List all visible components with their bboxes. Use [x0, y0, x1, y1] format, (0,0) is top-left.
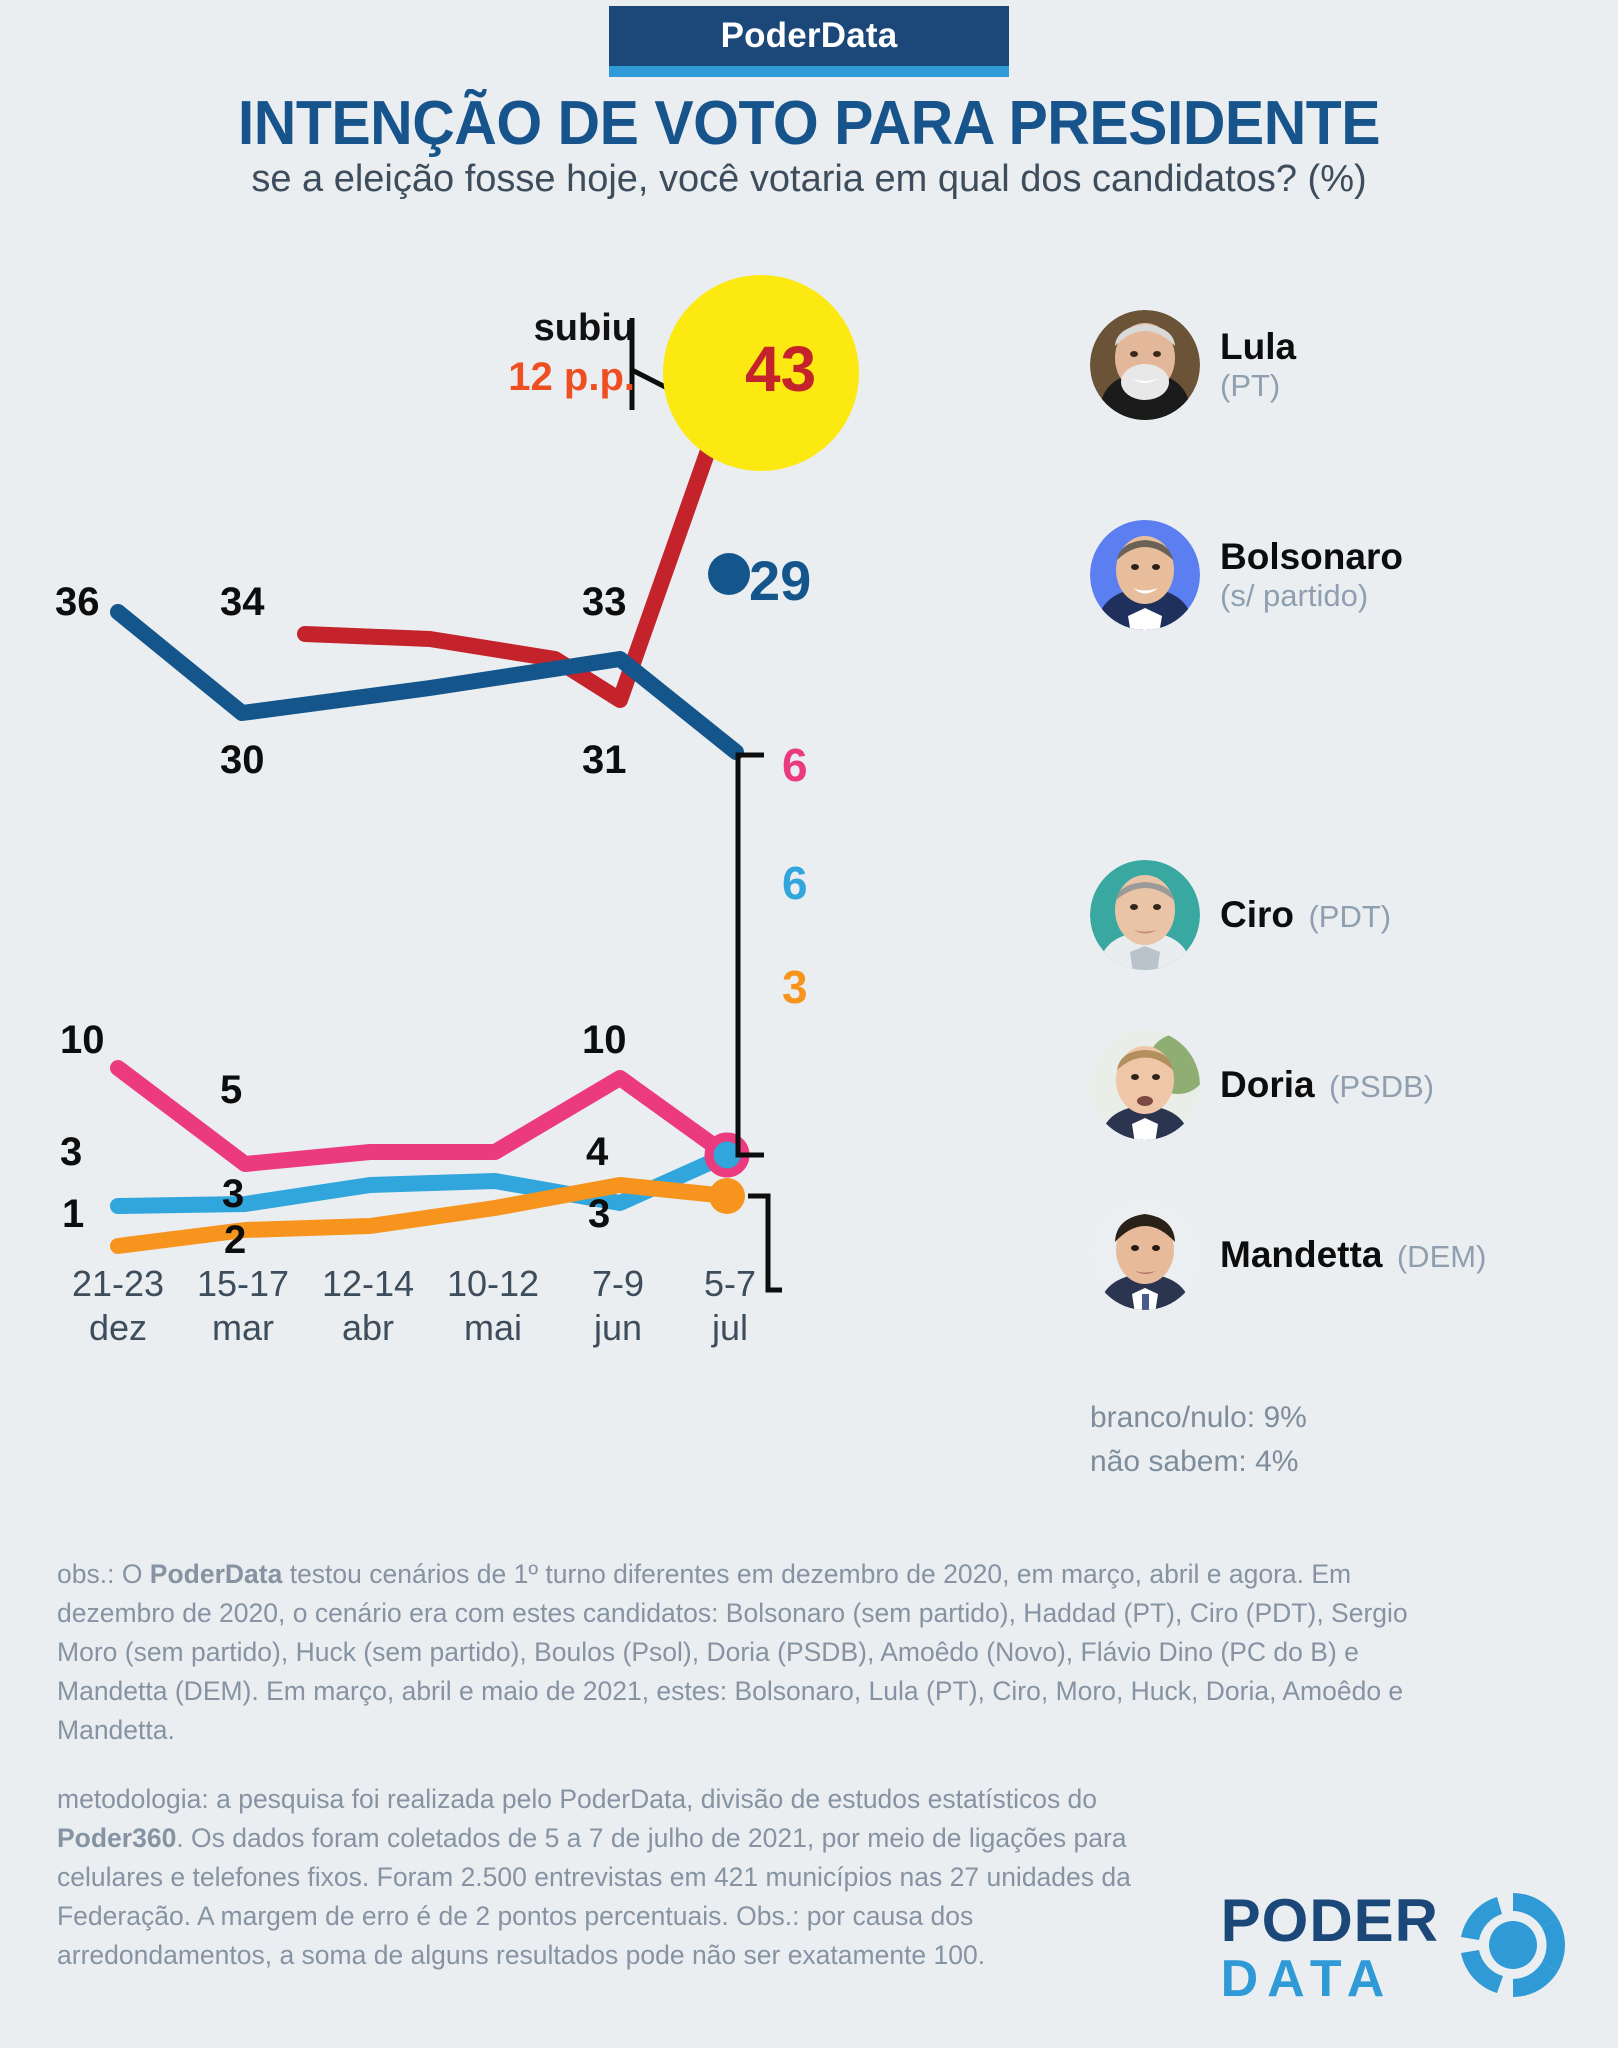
- legend-name-ciro: Ciro: [1220, 894, 1294, 936]
- datapoint-ciro-doria-end: [704, 1132, 750, 1178]
- legend-item-ciro[interactable]: Ciro (PDT): [1090, 860, 1391, 970]
- series-line-ciro: [110, 1060, 735, 1172]
- end-value-doria: 6: [782, 857, 808, 909]
- page-title: INTENÇÃO DE VOTO PARA PRESIDENTE: [237, 89, 1381, 158]
- x-axis-tick-4-range: 7-9: [591, 1263, 645, 1304]
- legend-party-lula: (PT): [1220, 368, 1281, 404]
- legend-name-mandetta: Mandetta: [1220, 1234, 1383, 1276]
- point-label-mandetta-1: 2: [224, 1218, 247, 1262]
- footnote-method: metodologia: a pesquisa foi realizada pe…: [57, 1780, 1132, 1975]
- avatar-ciro: [1090, 860, 1200, 970]
- point-label-bolsonaro-4: 31: [582, 738, 627, 782]
- x-axis-tick-2-month: abr: [341, 1307, 395, 1348]
- x-axis-tick-5-month: jul: [711, 1307, 749, 1348]
- x-axis-tick-1: 15-17 mar: [168, 1262, 318, 1350]
- point-label-ciro-1: 5: [220, 1068, 243, 1112]
- poder360-logo: PODER DATA: [1221, 1885, 1573, 2010]
- legend-party-doria: (PSDB): [1329, 1069, 1435, 1105]
- poder360-logo-poder: PODER: [1220, 1886, 1439, 1954]
- datapoint-bolsonaro-end: [708, 553, 750, 595]
- footnote-obs-brand: PoderData: [149, 1559, 283, 1589]
- x-axis-tick-2: 12-14 abr: [293, 1262, 443, 1350]
- series-line-mandetta: [110, 1177, 735, 1254]
- x-axis-tick-0-range: 21-23: [71, 1263, 165, 1304]
- poder360-logo-text: PODER DATA: [1220, 1886, 1439, 2008]
- x-axis-tick-3-month: mai: [463, 1307, 522, 1348]
- footnote-obs: obs.: O PoderData testou cenários de 1º …: [57, 1555, 1457, 1750]
- avatar-mandetta: [1090, 1200, 1200, 1310]
- x-axis-tick-4-month: jun: [593, 1307, 643, 1348]
- avatar-lula: [1090, 310, 1200, 420]
- legend-party-bolsonaro: (s/ partido): [1220, 578, 1369, 614]
- brand-tag: PoderData: [609, 6, 1009, 66]
- point-label-bolsonaro-0: 36: [55, 580, 100, 624]
- point-label-lula-1: 34: [220, 580, 265, 624]
- datapoint-mandetta-end: [709, 1178, 745, 1214]
- callout-change-value: 12 p.p.: [508, 355, 635, 399]
- end-value-mandetta: 3: [782, 961, 808, 1013]
- point-label-doria-1: 3: [222, 1172, 245, 1216]
- x-axis-tick-2-range: 12-14: [321, 1263, 415, 1304]
- extras-block: branco/nulo: 9% não sabem: 4%: [1090, 1396, 1307, 1484]
- legend-item-bolsonaro[interactable]: Bolsonaro (s/ partido): [1090, 520, 1403, 630]
- page-subtitle: se a eleição fosse hoje, você votaria em…: [251, 158, 1367, 200]
- legend-name-doria: Doria: [1220, 1064, 1315, 1106]
- x-axis-tick-1-range: 15-17: [196, 1263, 290, 1304]
- footnote-obs-prefix: obs.: O: [57, 1559, 150, 1589]
- footnote-method-rest: . Os dados foram coletados de 5 a 7 de j…: [57, 1823, 1131, 1970]
- footnote-obs-rest: testou cenários de 1º turno diferentes e…: [57, 1559, 1408, 1745]
- point-label-doria-4: 4: [586, 1130, 609, 1174]
- legend-text-ciro: Ciro (PDT): [1220, 895, 1391, 935]
- legend-name-bolsonaro: Bolsonaro: [1220, 536, 1403, 578]
- legend-text-mandetta: Mandetta (DEM): [1220, 1235, 1486, 1275]
- avatar-doria: [1090, 1030, 1200, 1140]
- point-label-mandetta-4: 3: [588, 1192, 611, 1236]
- series-line-doria: [110, 1147, 735, 1214]
- x-axis-tick-3: 10-12 mai: [418, 1262, 568, 1350]
- highlight-circle-lula: [663, 275, 859, 471]
- legend-item-lula[interactable]: Lula (PT): [1090, 310, 1296, 420]
- x-axis-tick-4: 7-9 jun: [543, 1262, 693, 1350]
- point-label-lula-4: 33: [582, 580, 627, 624]
- legend-party-mandetta: (DEM): [1396, 1239, 1487, 1275]
- point-label-doria-0: 3: [60, 1130, 83, 1174]
- end-value-bolsonaro: 29: [749, 549, 812, 612]
- x-axis-tick-5-range: 5-7: [703, 1263, 757, 1304]
- extras-branco-nulo: branco/nulo: 9%: [1090, 1401, 1307, 1434]
- x-axis-tick-0-month: dez: [88, 1307, 148, 1348]
- legend-name-lula: Lula: [1220, 326, 1297, 368]
- legend-item-doria[interactable]: Doria (PSDB): [1090, 1030, 1434, 1140]
- x-axis-tick-3-range: 10-12: [446, 1263, 540, 1304]
- legend-party-ciro: (PDT): [1308, 899, 1392, 935]
- legend-text-doria: Doria (PSDB): [1220, 1065, 1434, 1105]
- extras-nao-sabem: não sabem: 4%: [1090, 1445, 1299, 1478]
- avatar-bolsonaro: [1090, 520, 1200, 630]
- poder360-logo-data: DATA: [1220, 1949, 1394, 2008]
- x-axis-tick-1-month: mar: [212, 1307, 274, 1348]
- legend-item-mandetta[interactable]: Mandetta (DEM): [1090, 1200, 1486, 1310]
- callout-change-label: subiu: [533, 307, 635, 349]
- point-label-mandetta-0: 1: [62, 1192, 85, 1236]
- x-axis-tick-0: 21-23 dez: [43, 1262, 193, 1350]
- end-value-lula: 43: [745, 333, 817, 405]
- brand-tag-label: PoderData: [720, 16, 898, 55]
- point-label-bolsonaro-1: 30: [220, 738, 265, 782]
- footnote-method-prefix: metodologia: a pesquisa foi realizada pe…: [57, 1784, 1098, 1814]
- footnote-method-brand: Poder360: [57, 1823, 177, 1853]
- end-value-ciro: 6: [782, 739, 808, 791]
- series-line-bolsonaro: [110, 604, 744, 760]
- legend-text-lula: Lula (PT): [1220, 326, 1297, 404]
- poder360-logo-mark-icon: [1453, 1885, 1573, 2010]
- legend-text-bolsonaro: Bolsonaro (s/ partido): [1220, 536, 1403, 614]
- point-label-ciro-4: 10: [582, 1018, 627, 1062]
- x-axis-tick-5: 5-7 jul: [655, 1262, 805, 1350]
- brand-underline: [609, 66, 1009, 77]
- bracket-ciro-doria: [735, 752, 764, 1158]
- point-label-ciro-0: 10: [60, 1018, 105, 1062]
